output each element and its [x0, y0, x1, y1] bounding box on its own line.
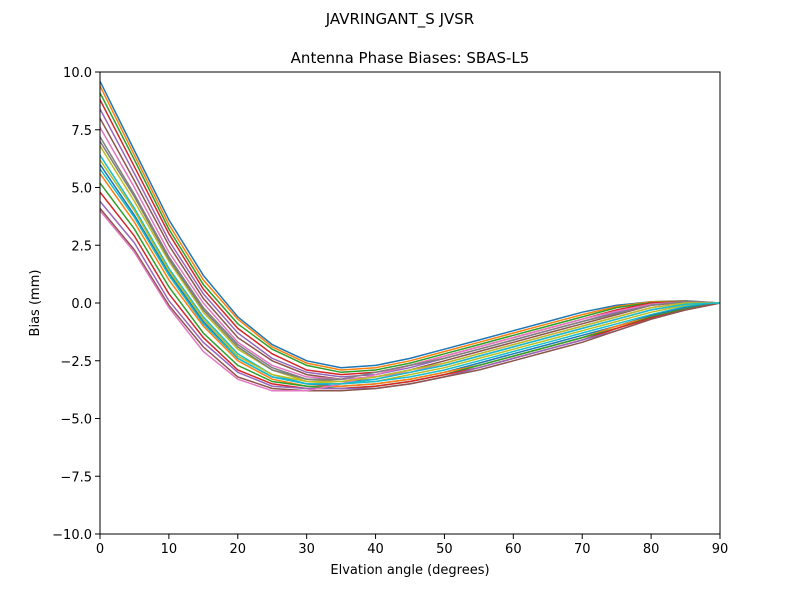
x-tick-label: 70 [574, 542, 591, 557]
series-line [99, 80, 721, 369]
y-axis-ticks: 10.0 7.5 5.0 2.5 0.0 −2.5 −5.0 −7.5 −10.0 [52, 66, 100, 543]
series-line [99, 127, 721, 380]
y-tick-label: −2.5 [60, 355, 92, 370]
y-tick-label: −7.5 [60, 470, 92, 485]
x-tick-label: 50 [436, 542, 453, 557]
series-line [99, 191, 721, 390]
series-line [99, 168, 721, 385]
x-tick-label: 10 [161, 542, 178, 557]
series-line [99, 117, 721, 380]
chart-suptitle: JAVRINGANT_S JVSR [325, 10, 474, 29]
series-line [99, 154, 721, 385]
x-tick-label: 90 [712, 542, 729, 557]
y-tick-label: 10.0 [63, 66, 92, 81]
x-tick-label: 0 [96, 542, 104, 557]
series-line [99, 173, 721, 387]
x-tick-label: 40 [367, 542, 384, 557]
y-tick-label: −5.0 [60, 413, 92, 428]
series-line [99, 92, 721, 374]
y-axis-label: Bias (mm) [28, 270, 43, 337]
x-axis-label: Elvation angle (degrees) [330, 563, 489, 578]
y-tick-label: 0.0 [71, 297, 92, 312]
series-lines [99, 80, 721, 392]
y-tick-label: −10.0 [52, 528, 92, 543]
x-tick-label: 30 [298, 542, 315, 557]
series-line [99, 85, 721, 371]
y-tick-label: 5.0 [71, 182, 92, 197]
series-line [99, 163, 721, 387]
x-tick-label: 20 [230, 542, 247, 557]
y-tick-label: 7.5 [71, 124, 92, 139]
series-line [99, 145, 721, 385]
y-tick-label: 2.5 [71, 239, 92, 254]
x-axis-ticks: 0 10 20 30 40 50 60 70 80 90 [96, 534, 728, 557]
series-line [99, 108, 721, 378]
series-line [99, 159, 720, 383]
series-line [99, 207, 721, 392]
x-tick-label: 80 [643, 542, 660, 557]
chart-title: Antenna Phase Biases: SBAS-L5 [291, 49, 530, 67]
plot-frame [99, 71, 721, 535]
x-tick-label: 60 [505, 542, 522, 557]
series-line [99, 140, 721, 380]
